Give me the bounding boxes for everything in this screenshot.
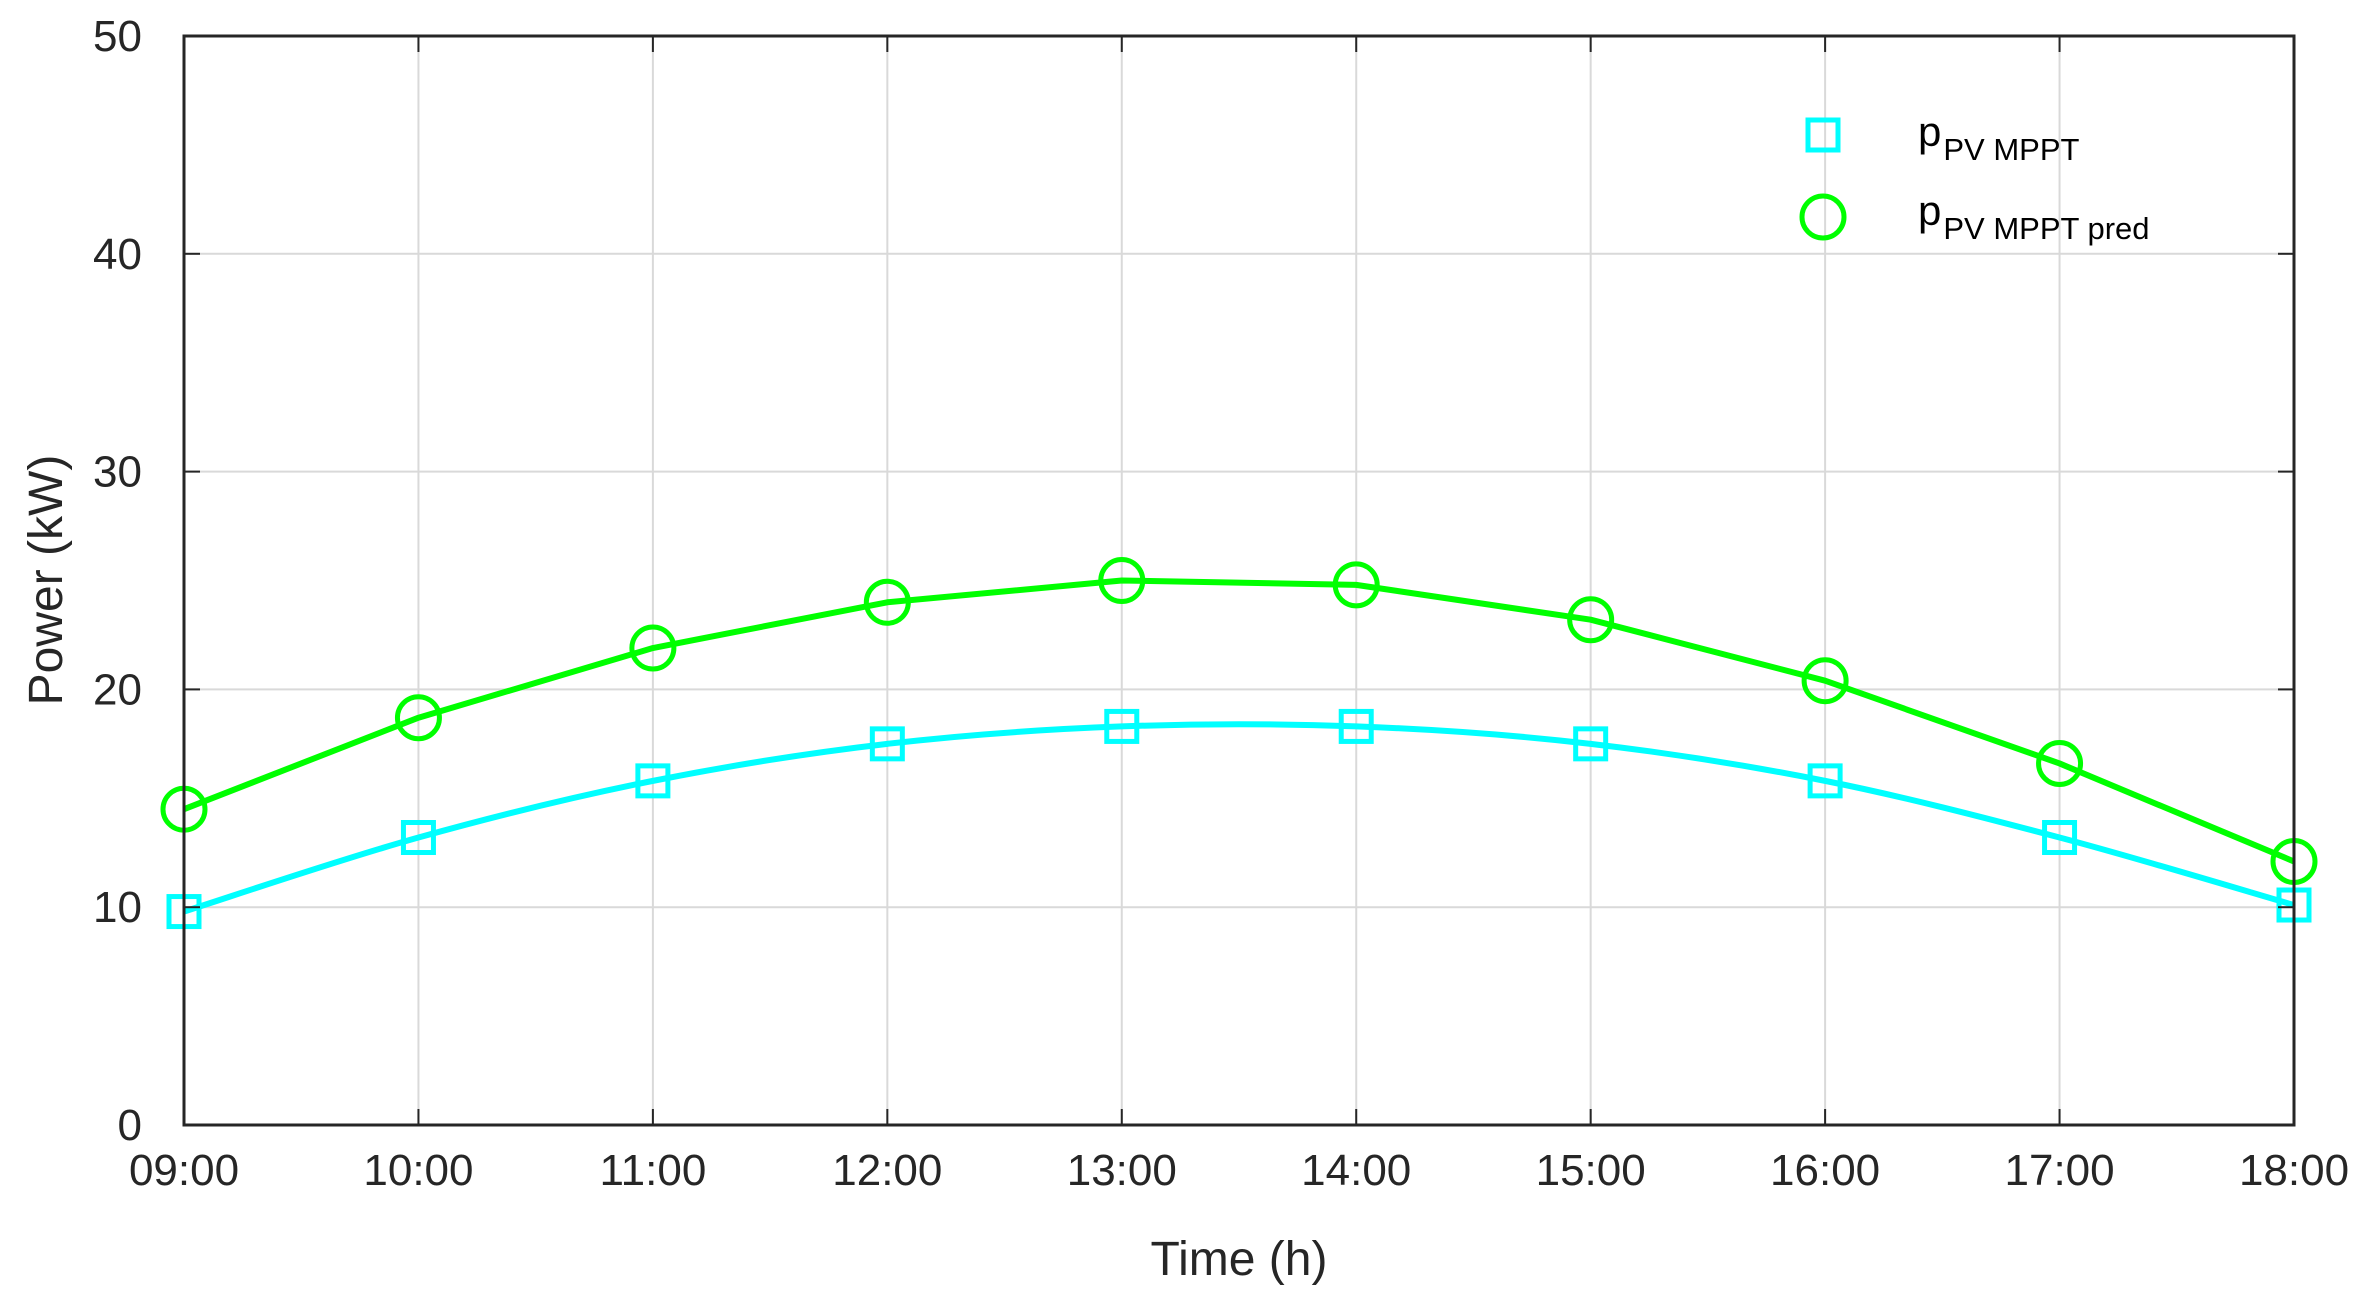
- series-1-point-8: [2036, 739, 2084, 787]
- x-tick-label-8: 17:00: [2005, 1146, 2115, 1195]
- series-1-point-4: [1098, 557, 1146, 604]
- series-0-point-1: [400, 820, 436, 856]
- series-0-point-7: [1807, 763, 1843, 799]
- y-axis-label: Power (kW): [20, 455, 73, 706]
- series-0-point-3: [869, 726, 905, 762]
- y-tick-label-5: 50: [93, 12, 142, 61]
- series-0-point-2: [635, 763, 671, 799]
- x-tick-label-6: 15:00: [1536, 1146, 1646, 1195]
- legend-label-pv-mppt-main: p: [1918, 108, 1941, 155]
- series-1-point-7: [1801, 657, 1849, 705]
- y-tick-labels: 0 10 20 30 40 50: [93, 12, 142, 1150]
- series-1-point-2: [629, 624, 677, 672]
- x-tick-label-2: 11:00: [599, 1146, 706, 1195]
- x-tick-label-1: 10:00: [363, 1146, 473, 1195]
- legend-label-pv-mppt-pred: pPV MPPT pred: [1918, 187, 2150, 246]
- x-tick-label-3: 12:00: [832, 1146, 942, 1195]
- legend-marker-pv-mppt: [1805, 117, 1841, 153]
- series-0-point-4: [1104, 708, 1140, 744]
- legend-label-pv-mppt-pred-sub: PV MPPT pred: [1943, 211, 2149, 246]
- x-tick-label-9: 18:00: [2239, 1146, 2349, 1195]
- y-tick-label-3: 30: [93, 448, 142, 497]
- plot-area-border: [182, 34, 2296, 1127]
- x-tick-label-4: 13:00: [1067, 1146, 1177, 1195]
- series-0-point-8: [2042, 820, 2078, 856]
- series-1-point-5: [1332, 561, 1380, 609]
- legend: pPV MPPT pPV MPPT pred: [1799, 108, 2150, 246]
- x-axis-label: Time (h): [1151, 1233, 1328, 1286]
- x-tick-label-7: 16:00: [1770, 1146, 1880, 1195]
- series-0-point-5: [1338, 708, 1374, 744]
- series-1-point-6: [1567, 596, 1615, 644]
- legend-marker-pv-mppt-pred: [1799, 193, 1847, 241]
- legend-label-pv-mppt: pPV MPPT: [1918, 108, 2080, 167]
- series-line-1: [182, 577, 2296, 865]
- series-1-point-1: [394, 694, 442, 742]
- x-tick-label-5: 14:00: [1301, 1146, 1411, 1195]
- y-tick-label-2: 20: [93, 665, 142, 714]
- y-tick-label-0: 0: [118, 1101, 142, 1150]
- series-line-0: [183, 721, 2295, 915]
- legend-label-pv-mppt-pred-main: p: [1918, 187, 1941, 234]
- series-0-point-6: [1573, 726, 1609, 762]
- axis-ticks: [183, 35, 2295, 1126]
- x-tick-labels: 09:00 10:00 11:00 12:00 13:00 14:00 15:00 16:00…: [129, 1146, 2349, 1195]
- series-1-point-3: [863, 578, 911, 626]
- legend-label-pv-mppt-sub: PV MPPT: [1943, 132, 2079, 167]
- y-tick-label-4: 40: [93, 230, 142, 279]
- series-lines: [182, 577, 2296, 915]
- series-markers: [160, 557, 2318, 930]
- x-tick-label-0: 09:00: [129, 1146, 239, 1195]
- y-tick-label-1: 10: [93, 883, 142, 932]
